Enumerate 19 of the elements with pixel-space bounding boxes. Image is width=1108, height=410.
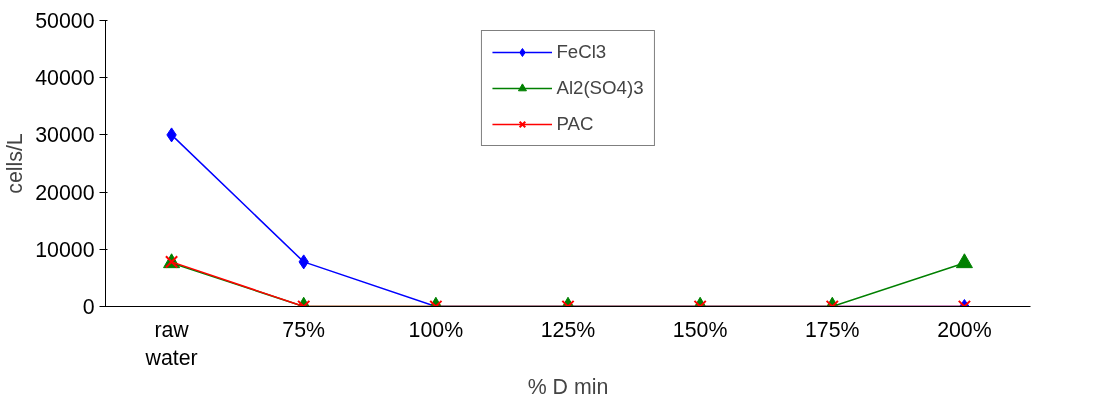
legend-label: PAC [556, 113, 594, 135]
x-tick-label: 150% [672, 317, 728, 342]
y-tick-label: 30000 [35, 123, 95, 148]
y-tick-label: 0 [82, 295, 95, 319]
x-tick-label: 75% [282, 317, 326, 342]
x-tick-label: 125% [540, 317, 596, 342]
y-tick-label: 20000 [35, 180, 95, 205]
x-tick-label: 100% [408, 317, 464, 342]
y-tick-label: 10000 [35, 237, 95, 262]
legend-label: FeCl3 [556, 41, 607, 63]
x-tick-label: raw water [144, 317, 198, 371]
x-axis-title: % D min [527, 375, 609, 400]
y-axis-title: cells/L [3, 133, 28, 194]
x-tick-label: 175% [805, 317, 860, 342]
point [955, 253, 973, 269]
y-tick-label: 50000 [35, 9, 95, 33]
x-tick-label: 200% [937, 317, 992, 342]
legend-label: Al2(SO4)3 [556, 77, 644, 99]
y-tick-label: 40000 [35, 66, 95, 91]
